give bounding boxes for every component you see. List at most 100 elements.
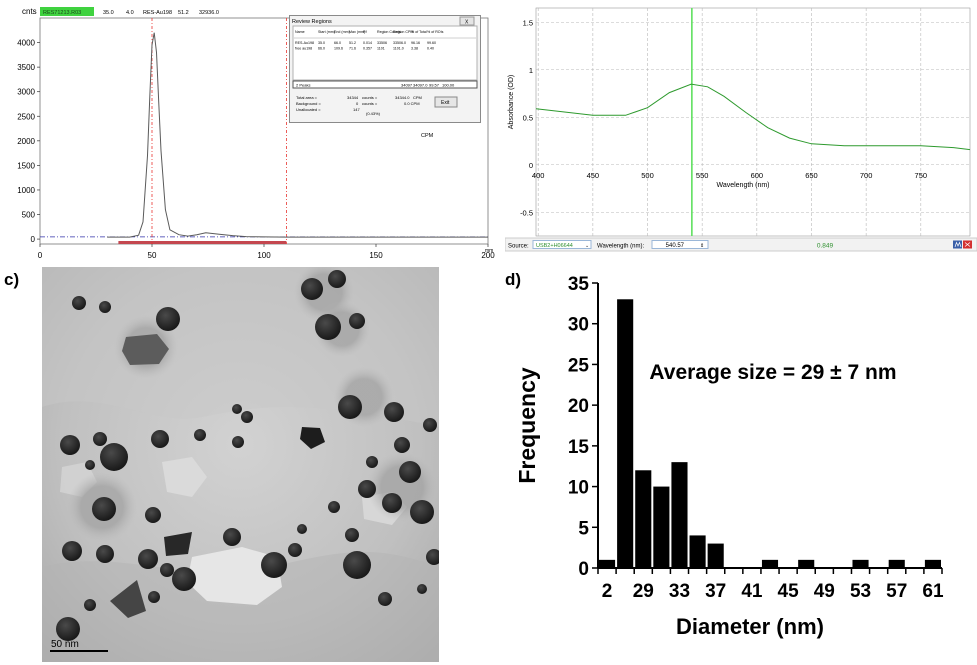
wavelength-label: Wavelength (nm): xyxy=(597,244,644,250)
histogram-bar xyxy=(617,299,634,568)
y-axis-label: Frequency xyxy=(514,367,540,484)
nanoparticle-hexagon xyxy=(122,334,169,365)
review-column-header: Name xyxy=(295,30,305,34)
y-tick-label: 1500 xyxy=(17,161,35,170)
wavelength-value[interactable]: 540.57 xyxy=(666,243,685,249)
y-tick-label: 0 xyxy=(529,161,533,170)
panel-c-letter: c) xyxy=(4,270,20,289)
x-tick-label: 33 xyxy=(669,581,690,602)
source-chevron-icon[interactable]: ⌄ xyxy=(585,243,589,249)
unallocated-pct: (0.43%) xyxy=(366,111,381,116)
x-tick-label: 2 xyxy=(602,581,613,602)
background-unit: counts = xyxy=(362,101,378,106)
background-value: 0 xyxy=(356,101,359,106)
review-cell: 66.0 xyxy=(318,47,325,51)
panel-a-file: RES71213.R03 xyxy=(43,10,81,16)
y-tick-label: 0 xyxy=(578,559,589,580)
y-tick-label: 10 xyxy=(568,478,589,499)
x-tick-label: 57 xyxy=(886,581,907,602)
y-tick-label: 1 xyxy=(529,66,533,75)
review-title: Review Regions xyxy=(292,19,332,25)
panel-a-x-unit: mm xyxy=(485,248,493,254)
x-tick-label: 550 xyxy=(696,171,709,180)
review-exit-label[interactable]: Exit xyxy=(441,100,450,106)
y-tick-label: 5 xyxy=(578,518,589,539)
source-select[interactable] xyxy=(532,240,592,249)
x-tick-label: 150 xyxy=(369,251,383,260)
review-cell: 33506.0 xyxy=(393,41,406,45)
review-summary-cell: 34097 xyxy=(401,83,413,88)
review-summary-cell: 100.00 xyxy=(442,83,455,88)
x-tick-label: 400 xyxy=(532,171,545,180)
review-cell: 96.16 xyxy=(411,41,420,45)
review-cell: 33506 xyxy=(377,41,387,45)
review-column-header: Region Counts xyxy=(377,30,401,34)
unallocated-label: Unallocated = xyxy=(296,107,321,112)
x-tick-label: 600 xyxy=(751,171,764,180)
review-cell: 0.40 xyxy=(427,47,434,51)
review-column-header: Start (mm) xyxy=(318,30,335,34)
y-tick-label: 20 xyxy=(568,396,589,417)
review-summary-cell: 99.57 xyxy=(429,83,440,88)
average-size-annotation: Average size = 29 ± 7 nm xyxy=(649,361,896,384)
background-label: Background = xyxy=(296,101,321,106)
y-tick-label: 0 xyxy=(31,235,36,244)
review-cell: 66.0 xyxy=(334,41,341,45)
review-cell: 71.6 xyxy=(349,47,356,51)
total-area-cpm: 34344.0 xyxy=(395,95,410,100)
review-summary-cell: 34097.0 xyxy=(413,83,428,88)
total-area-label: Total area = xyxy=(296,95,318,100)
histogram-bar xyxy=(653,486,670,568)
x-tick-label: 650 xyxy=(805,171,818,180)
y-axis-label: Absorbance (OD) xyxy=(508,75,515,129)
review-cell: 109.6 xyxy=(334,47,343,51)
review-cell: RES-Au198 xyxy=(295,41,314,45)
x-tick-label: 200 xyxy=(481,251,495,260)
y-tick-label: 0.5 xyxy=(523,113,533,122)
panel-a-v1: 35.0 xyxy=(103,10,114,16)
histogram-bar xyxy=(671,462,688,568)
review-regions-dialog: Review Regions X Name Start (mm) End (mm) M… xyxy=(289,15,481,123)
review-close-icon[interactable]: X xyxy=(465,20,469,26)
y-tick-label: 500 xyxy=(22,211,36,220)
x-tick-label: 450 xyxy=(587,171,600,180)
wavelength-input[interactable] xyxy=(651,240,709,249)
panel-d-letter: d) xyxy=(505,270,522,289)
panel-a-v4: 32936.0 xyxy=(199,10,219,16)
source-value[interactable]: USB2+H06644 xyxy=(536,243,573,249)
x-tick-label: 29 xyxy=(633,581,654,602)
x-tick-label: 53 xyxy=(850,581,871,602)
y-tick-label: 30 xyxy=(568,315,589,336)
wavelength-stepper-icon[interactable]: ⇕ xyxy=(700,243,704,249)
review-column-header: % of ROIs xyxy=(427,30,444,34)
absorbance-readout: 0.849 xyxy=(817,243,834,250)
film-hole xyxy=(187,547,282,605)
source-label: Source: xyxy=(508,244,529,250)
region-bar xyxy=(118,241,287,244)
review-column-header: End (mm) xyxy=(334,30,350,34)
scale-bar-label: 50 nm xyxy=(51,639,79,650)
histogram-bar xyxy=(852,559,869,568)
review-column-header: Region CPM xyxy=(393,30,413,34)
panel-a-v2: 4.0 xyxy=(126,10,134,16)
review-cell: 1101.0 xyxy=(393,47,404,51)
y-tick-label: 35 xyxy=(568,274,590,295)
x-tick-label: 41 xyxy=(741,581,763,602)
review-column-header: Rf xyxy=(363,30,367,34)
nanoparticle-triangle xyxy=(110,580,146,618)
x-tick-label: 37 xyxy=(705,581,726,602)
review-close-button[interactable] xyxy=(459,16,475,26)
histogram-bar xyxy=(635,470,652,568)
y-tick-label: 3000 xyxy=(17,88,35,97)
x-tick-label: 45 xyxy=(778,581,800,602)
y-tick-label: 2500 xyxy=(17,112,35,121)
total-area-cpm-unit: CPM xyxy=(413,95,422,100)
review-summary-cell: 2 Peaks xyxy=(296,83,310,88)
panel-a-file-badge xyxy=(40,7,94,16)
x-tick-label: 0 xyxy=(38,251,43,260)
total-area-unit: counts = xyxy=(362,95,378,100)
review-cell: 99.60 xyxy=(427,41,436,45)
review-column-header: Max (mm) xyxy=(349,30,365,34)
review-exit-button[interactable] xyxy=(434,96,458,108)
review-cell: 0.357 xyxy=(363,47,372,51)
